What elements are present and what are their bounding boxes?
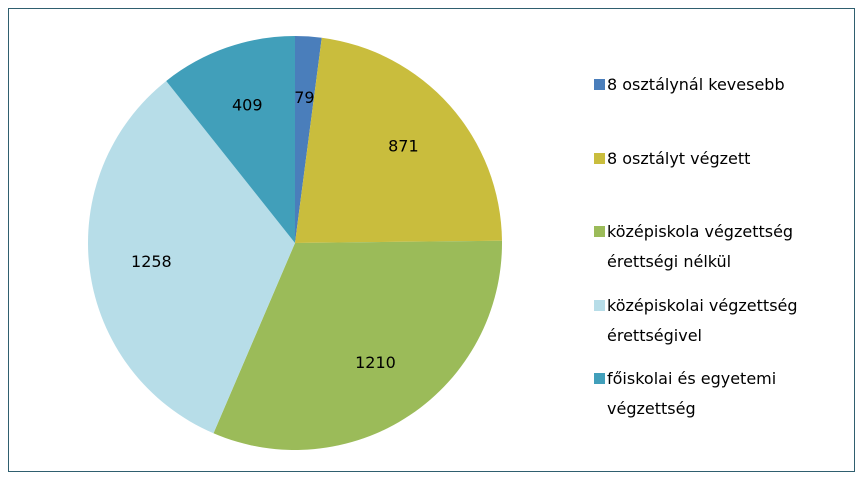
- legend-label: középiskola végzettség érettségi nélkül: [607, 222, 794, 271]
- data-label: 1210: [355, 353, 396, 372]
- pie-slice: [213, 240, 502, 450]
- legend-item: 8 osztálynál kevesebb: [594, 70, 844, 100]
- legend-label: főiskolai és egyetemi végzettség: [607, 369, 777, 418]
- chart-frame: [8, 8, 855, 472]
- pie-slice: [166, 36, 295, 243]
- legend-swatch: [594, 299, 605, 311]
- legend-swatch: [594, 226, 605, 237]
- legend-item: 8 osztályt végzett: [594, 144, 844, 174]
- legend-swatch: [594, 79, 605, 90]
- data-label: 1258: [131, 252, 172, 271]
- legend-swatch: [594, 373, 605, 384]
- pie-slice: [295, 37, 502, 244]
- data-label: 871: [388, 136, 419, 155]
- legend-label: középiskolai végzettség érettségivel: [607, 295, 798, 345]
- legend-label: 8 osztálynál kevesebb: [607, 75, 785, 94]
- legend-swatch: [594, 152, 605, 164]
- legend-label: 8 osztályt végzett: [607, 148, 751, 168]
- data-label: 79: [294, 88, 314, 107]
- legend-item: középiskolai végzettség érettségivel: [594, 291, 844, 351]
- data-label: 409: [232, 96, 263, 115]
- legend-item: főiskolai és egyetemi végzettség: [594, 364, 844, 424]
- pie-slice: [295, 36, 322, 243]
- legend-item: középiskola végzettség érettségi nélkül: [594, 217, 844, 277]
- pie-slice: [88, 80, 295, 434]
